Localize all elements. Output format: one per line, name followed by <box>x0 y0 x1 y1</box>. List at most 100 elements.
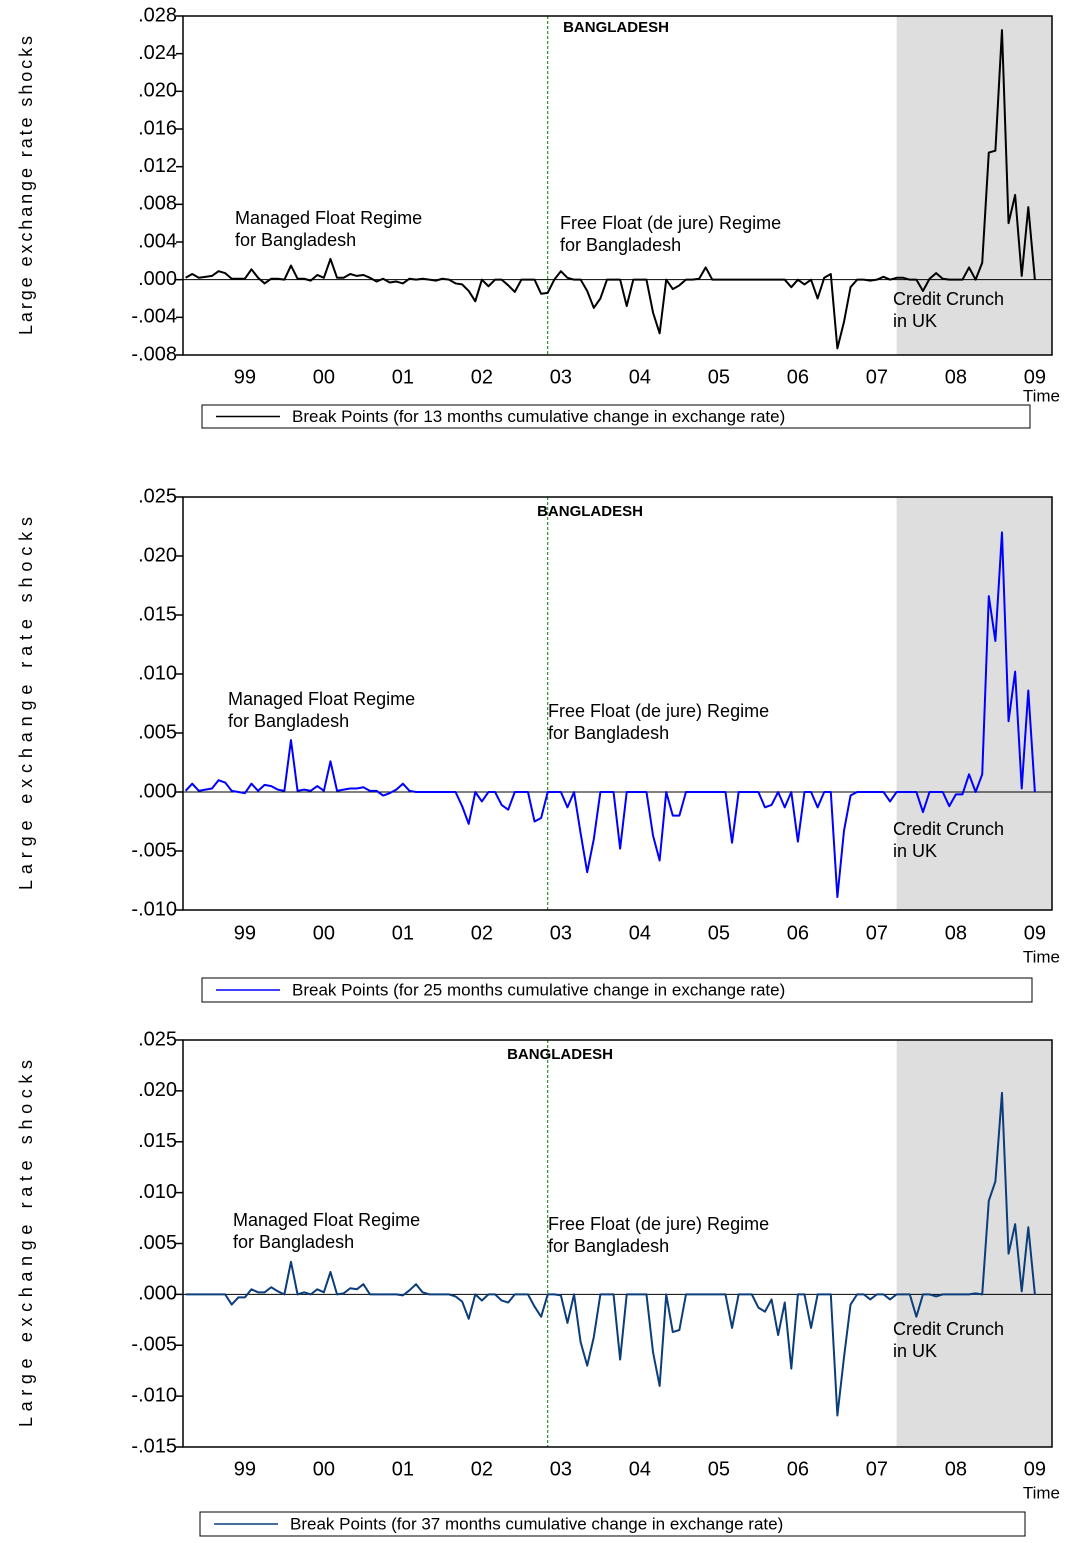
legend-label: Break Points (for 37 months cumulative c… <box>290 1514 783 1533</box>
annotation: Managed Float Regime <box>235 208 422 228</box>
plot-frame <box>182 15 1053 356</box>
annotation: for Bangladesh <box>548 723 669 743</box>
y-tick-label: .012 <box>138 155 177 177</box>
y-axis-label: Large exchange rate shocks <box>16 36 36 335</box>
annotation: Credit Crunch <box>893 1319 1004 1339</box>
y-tick-label: -.004 <box>131 306 177 328</box>
y-tick-label: .020 <box>138 544 177 566</box>
legend-box <box>201 404 1031 429</box>
x-tick-label: 05 <box>708 922 730 944</box>
y-tick-label: .015 <box>138 603 177 625</box>
annotation: in UK <box>893 311 937 331</box>
y-tick-label: -.010 <box>131 898 177 920</box>
x-tick-label: 00 <box>313 922 335 944</box>
x-tick-label: 08 <box>945 1458 967 1480</box>
annotation: Credit Crunch <box>893 289 1004 309</box>
y-tick-label: .015 <box>138 1130 177 1152</box>
x-tick-label: 02 <box>471 1458 493 1480</box>
y-tick-label: -.005 <box>131 1334 177 1356</box>
y-tick-label: .000 <box>138 1283 177 1305</box>
shaded-region <box>896 497 1052 910</box>
x-tick-label: 99 <box>234 922 256 944</box>
x-tick-label: 03 <box>550 1458 572 1480</box>
x-tick-label: 00 <box>313 366 335 388</box>
x-axis-label: Time <box>1023 1483 1060 1502</box>
x-tick-label: 09 <box>1024 366 1046 388</box>
y-tick-label: .000 <box>138 268 177 290</box>
annotation: for Bangladesh <box>228 711 349 731</box>
y-tick-label: .010 <box>138 1181 177 1203</box>
x-tick-label: 07 <box>866 922 888 944</box>
x-tick-label: 03 <box>550 922 572 944</box>
y-tick-label: .005 <box>138 1232 177 1254</box>
y-tick-label: -.008 <box>131 343 177 365</box>
annotation: for Bangladesh <box>235 230 356 250</box>
annotation: for Bangladesh <box>548 1236 669 1256</box>
x-tick-label: 01 <box>392 366 414 388</box>
annotation: in UK <box>893 1341 937 1361</box>
legend-box <box>201 977 1033 1003</box>
x-tick-label: 00 <box>313 1458 335 1480</box>
legend-label: Break Points (for 25 months cumulative c… <box>292 980 785 999</box>
x-tick-label: 06 <box>787 366 809 388</box>
series-line <box>185 1091 1036 1417</box>
chart-title: BANGLADESH <box>507 1046 613 1063</box>
y-axis-label: Large exchange rate shocks <box>16 517 36 890</box>
legend-label: Break Points (for 13 months cumulative c… <box>292 407 785 426</box>
x-tick-label: 05 <box>708 366 730 388</box>
x-tick-label: 02 <box>471 366 493 388</box>
x-tick-label: 01 <box>392 1458 414 1480</box>
y-tick-label: .020 <box>138 80 177 102</box>
y-tick-label: .028 <box>138 4 177 26</box>
x-axis-label: Time <box>1023 386 1060 405</box>
y-tick-label: .025 <box>138 1028 177 1050</box>
annotation: Credit Crunch <box>893 819 1004 839</box>
chart-panel: -.010 -.005 .000 .005 .010 .015 .020 .025 99 00 01… <box>16 485 1060 1003</box>
chart-title: BANGLADESH <box>563 19 669 36</box>
y-tick-label: .005 <box>138 721 177 743</box>
annotation: Free Float (de jure) Regime <box>548 1214 769 1234</box>
y-tick-label: .008 <box>138 193 177 215</box>
annotation: Managed Float Regime <box>233 1210 420 1230</box>
x-tick-label: 04 <box>629 1458 651 1480</box>
plot-frame <box>182 496 1053 911</box>
y-tick-label: .016 <box>138 117 177 139</box>
x-tick-label: 07 <box>866 1458 888 1480</box>
y-axis-label: Large exchange rate shocks <box>16 1060 36 1427</box>
annotation: for Bangladesh <box>560 235 681 255</box>
shaded-region <box>896 1040 1052 1447</box>
x-tick-label: 04 <box>629 922 651 944</box>
x-tick-label: 02 <box>471 922 493 944</box>
annotation: in UK <box>893 841 937 861</box>
chart-panel: -.008 -.004 .000 .004 .008 .012 .016 .020 .024 .0… <box>16 4 1060 429</box>
legend-box <box>199 1511 1026 1537</box>
chart-title: BANGLADESH <box>537 503 643 520</box>
x-tick-label: 04 <box>629 366 651 388</box>
x-tick-label: 99 <box>234 366 256 388</box>
x-tick-label: 07 <box>866 366 888 388</box>
x-tick-label: 99 <box>234 1458 256 1480</box>
x-tick-label: 09 <box>1024 1458 1046 1480</box>
y-tick-label: -.010 <box>131 1384 177 1406</box>
series-line <box>184 531 1036 899</box>
y-tick-label: .024 <box>138 42 177 64</box>
y-tick-label: -.015 <box>131 1435 177 1457</box>
series-line <box>185 29 1036 350</box>
chart-panel: -.015 -.010 -.005 .000 .005 .010 .015 .020 .025 9… <box>16 1028 1060 1537</box>
y-tick-label: .020 <box>138 1079 177 1101</box>
x-tick-label: 09 <box>1024 922 1046 944</box>
y-tick-label: .004 <box>138 230 177 252</box>
y-tick-label: -.005 <box>131 839 177 861</box>
x-tick-label: 06 <box>787 1458 809 1480</box>
annotation: Managed Float Regime <box>228 689 415 709</box>
annotation: Free Float (de jure) Regime <box>548 701 769 721</box>
x-tick-label: 05 <box>708 1458 730 1480</box>
x-tick-label: 08 <box>945 922 967 944</box>
x-tick-label: 01 <box>392 922 414 944</box>
annotation: for Bangladesh <box>233 1232 354 1252</box>
y-tick-label: .025 <box>138 485 177 507</box>
annotation: Free Float (de jure) Regime <box>560 213 781 233</box>
x-tick-label: 06 <box>787 922 809 944</box>
x-tick-label: 08 <box>945 366 967 388</box>
